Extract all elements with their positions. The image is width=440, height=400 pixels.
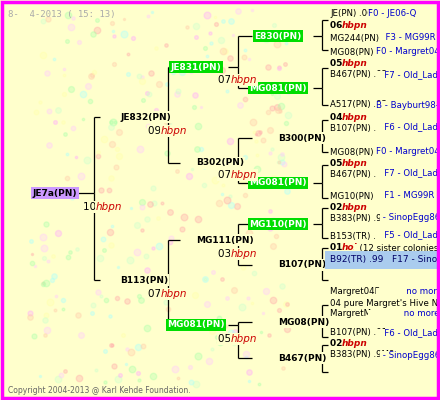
Text: JE832(PN): JE832(PN): [120, 112, 171, 122]
Text: MG110(PN): MG110(PN): [249, 220, 307, 228]
Text: 05: 05: [330, 60, 345, 68]
Text: B107(PN) .01: B107(PN) .01: [330, 124, 387, 132]
Text: JE7a(PN): JE7a(PN): [33, 188, 77, 198]
Text: hbpn: hbpn: [96, 202, 122, 212]
Text: F0 - Margret04R: F0 - Margret04R: [376, 148, 440, 156]
Text: MG081(PN): MG081(PN): [249, 178, 307, 188]
Text: hbpn: hbpn: [342, 202, 368, 212]
Text: MG081(PN): MG081(PN): [167, 320, 225, 330]
Text: F1 - MG99R: F1 - MG99R: [376, 192, 435, 200]
Text: B113(PN): B113(PN): [120, 276, 168, 284]
Text: hbpn: hbpn: [342, 22, 368, 30]
Text: MG08(PN) .04: MG08(PN) .04: [330, 148, 390, 156]
Text: F5 - Old_Lady: F5 - Old_Lady: [376, 232, 440, 240]
Text: hbpn: hbpn: [231, 249, 257, 259]
Text: 8-  4-2013 ( 15: 13): 8- 4-2013 ( 15: 13): [8, 10, 116, 19]
Text: 04: 04: [330, 112, 346, 122]
Text: - SinopEgg86R: - SinopEgg86R: [380, 350, 440, 360]
Text: B107(PN): B107(PN): [278, 260, 326, 270]
Text: B92(TR) .99   F17 - Sinop62R: B92(TR) .99 F17 - Sinop62R: [330, 256, 440, 264]
Text: F0 - JE06-Q: F0 - JE06-Q: [368, 10, 417, 18]
Text: F7 - Old_Lady: F7 - Old_Lady: [376, 70, 440, 80]
Text: B467(PN) .02: B467(PN) .02: [330, 170, 387, 178]
Text: hbpn: hbpn: [342, 60, 368, 68]
Text: hbpn: hbpn: [231, 170, 257, 180]
Text: A517(PN) .03: A517(PN) .03: [330, 100, 387, 110]
Text: B107(PN) .01: B107(PN) .01: [330, 328, 387, 338]
Text: F6 - Old_Lady: F6 - Old_Lady: [376, 328, 440, 338]
Text: B467(PN) .02: B467(PN) .02: [330, 70, 387, 80]
Text: MG244(PN) .04: MG244(PN) .04: [330, 34, 396, 42]
Text: B302(PN): B302(PN): [196, 158, 244, 168]
Text: MG081(PN): MG081(PN): [249, 84, 307, 92]
Text: F3 - MG99R: F3 - MG99R: [380, 34, 436, 42]
Text: no more: no more: [368, 310, 440, 318]
Text: F6 - Old_Lady: F6 - Old_Lady: [376, 124, 440, 132]
Text: F7 - Old_Lady: F7 - Old_Lady: [376, 170, 440, 178]
Text: Copyright 2004-2013 @ Karl Kehde Foundation.: Copyright 2004-2013 @ Karl Kehde Foundat…: [8, 386, 191, 395]
Text: hbpn: hbpn: [342, 112, 368, 122]
Text: 06: 06: [330, 22, 345, 30]
Text: hol: hol: [342, 244, 358, 252]
Text: hbpn: hbpn: [342, 340, 368, 348]
Text: 04 pure Margret's Hive No 8: 04 pure Margret's Hive No 8: [330, 298, 440, 308]
Text: B153(TR) .00: B153(TR) .00: [330, 232, 387, 240]
Text: 05: 05: [330, 158, 345, 168]
Text: 01: 01: [330, 244, 345, 252]
Text: B383(PN) .9M9: B383(PN) .9M9: [330, 350, 394, 360]
Text: no more: no more: [376, 288, 440, 296]
Text: 10: 10: [83, 202, 99, 212]
Text: JE831(PN): JE831(PN): [171, 62, 221, 72]
Text: B383(PN) .9M9: B383(PN) .9M9: [330, 214, 394, 222]
Text: MG10(PN) .01: MG10(PN) .01: [330, 192, 390, 200]
Text: B300(PN): B300(PN): [278, 134, 326, 142]
Text: 07: 07: [218, 170, 235, 180]
Text: 07: 07: [218, 75, 235, 85]
Text: 03: 03: [218, 249, 235, 259]
Text: 02: 02: [330, 340, 345, 348]
Text: 02: 02: [330, 202, 345, 212]
Text: hbpn: hbpn: [161, 126, 187, 136]
Text: B - Bayburt98-3R: B - Bayburt98-3R: [376, 100, 440, 110]
Text: MG111(PN): MG111(PN): [196, 236, 253, 244]
Text: - SinopEgg86R: - SinopEgg86R: [380, 214, 440, 222]
Text: JE(PN) .06: JE(PN) .06: [330, 10, 373, 18]
Text: 07: 07: [148, 289, 165, 299]
Text: 05: 05: [218, 334, 235, 344]
Text: F0 - Margret04R: F0 - Margret04R: [376, 48, 440, 56]
Text: hbpn: hbpn: [231, 75, 257, 85]
Text: (12 sister colonies): (12 sister colonies): [354, 244, 440, 252]
Text: Margret04R .: Margret04R .: [330, 288, 386, 296]
Text: B467(PN): B467(PN): [278, 354, 326, 362]
Text: hbpn: hbpn: [161, 289, 187, 299]
Text: E830(PN): E830(PN): [254, 32, 302, 40]
Text: hbpn: hbpn: [342, 158, 368, 168]
Text: 09: 09: [148, 126, 165, 136]
Text: hbpn: hbpn: [231, 334, 257, 344]
Text: MG08(PN): MG08(PN): [278, 318, 329, 326]
Text: MG08(PN) .04: MG08(PN) .04: [330, 48, 390, 56]
Text: MargretM .: MargretM .: [330, 310, 377, 318]
